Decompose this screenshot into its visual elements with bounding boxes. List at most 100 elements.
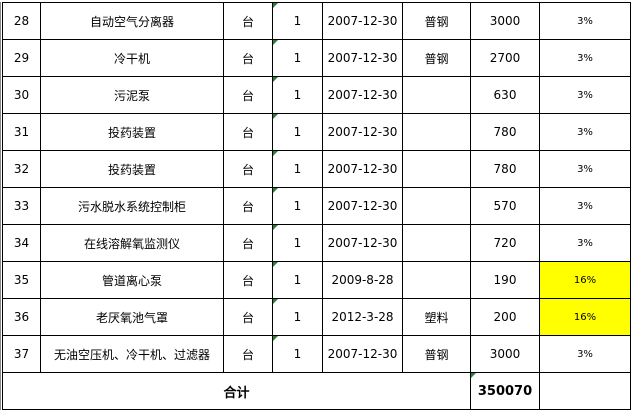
quantity-cell[interactable]: 1 <box>272 113 323 151</box>
rate-cell[interactable]: 3% <box>539 224 631 262</box>
sheet-left-edge <box>0 0 1 410</box>
item-name-cell[interactable]: 无油空压机、冷干机、过滤器 <box>40 335 224 373</box>
total-value[interactable]: 350070 <box>470 372 540 410</box>
value-cell[interactable]: 720 <box>470 224 540 262</box>
item-name-cell[interactable]: 老厌氧池气罩 <box>40 298 224 336</box>
item-name-cell[interactable]: 污水脱水系统控制柜 <box>40 187 224 225</box>
row-number-cell[interactable]: 29 <box>2 39 41 77</box>
comment-indicator-icon <box>471 373 476 378</box>
material-cell[interactable] <box>402 113 471 151</box>
unit-cell[interactable]: 台 <box>223 39 273 77</box>
date-cell[interactable]: 2009-8-28 <box>322 261 403 299</box>
material-cell[interactable]: 塑料 <box>402 298 471 336</box>
quantity-cell[interactable]: 1 <box>272 261 323 299</box>
unit-cell[interactable]: 台 <box>223 150 273 188</box>
material-cell[interactable] <box>402 76 471 114</box>
rate-cell[interactable]: 3% <box>539 150 631 188</box>
value-cell[interactable]: 780 <box>470 113 540 151</box>
item-name-cell[interactable]: 在线溶解氧监测仪 <box>40 224 224 262</box>
rate-cell[interactable]: 3% <box>539 2 631 40</box>
quantity-cell[interactable]: 1 <box>272 335 323 373</box>
rate-cell[interactable]: 3% <box>539 113 631 151</box>
item-name-cell[interactable]: 管道离心泵 <box>40 261 224 299</box>
table-row: 37 无油空压机、冷干机、过滤器台 1 2007-12-30 普钢 3000 3% <box>2 335 631 373</box>
unit-cell[interactable]: 台 <box>223 187 273 225</box>
unit-cell[interactable]: 台 <box>223 76 273 114</box>
row-number-cell[interactable]: 30 <box>2 76 41 114</box>
row-number-cell[interactable]: 33 <box>2 187 41 225</box>
comment-indicator-icon <box>273 151 278 156</box>
rate-cell[interactable]: 3% <box>539 335 631 373</box>
material-cell[interactable] <box>402 187 471 225</box>
date-cell[interactable]: 2007-12-30 <box>322 113 403 151</box>
total-rate-cell[interactable] <box>539 372 631 410</box>
unit-cell[interactable]: 台 <box>223 113 273 151</box>
material-cell[interactable]: 普钢 <box>402 2 471 40</box>
comment-indicator-icon <box>273 77 278 82</box>
quantity-cell[interactable]: 1 <box>272 187 323 225</box>
item-name-cell[interactable]: 自动空气分离器 <box>40 2 224 40</box>
date-cell[interactable]: 2007-12-30 <box>322 224 403 262</box>
table-row: 35 管道离心泵台 1 2009-8-28 190 16% <box>2 261 631 299</box>
material-cell[interactable]: 普钢 <box>402 335 471 373</box>
value-cell[interactable]: 200 <box>470 298 540 336</box>
material-cell[interactable]: 普钢 <box>402 39 471 77</box>
quantity-cell[interactable]: 1 <box>272 39 323 77</box>
value-cell[interactable]: 630 <box>470 76 540 114</box>
row-number-cell[interactable]: 32 <box>2 150 41 188</box>
row-number-cell[interactable]: 34 <box>2 224 41 262</box>
value-cell[interactable]: 780 <box>470 150 540 188</box>
total-row: 合计 350070 <box>2 372 631 410</box>
date-cell[interactable]: 2007-12-30 <box>322 39 403 77</box>
rate-cell[interactable]: 16% <box>539 298 631 336</box>
total-label[interactable]: 合计 <box>2 372 471 410</box>
unit-cell[interactable]: 台 <box>223 298 273 336</box>
table-row: 33 污水脱水系统控制柜台 1 2007-12-30 570 3% <box>2 187 631 225</box>
item-name-cell[interactable]: 污泥泵 <box>40 76 224 114</box>
table-row: 29 冷干机台 1 2007-12-30 普钢 2700 3% <box>2 39 631 77</box>
quantity-cell[interactable]: 1 <box>272 298 323 336</box>
material-cell[interactable] <box>402 261 471 299</box>
quantity-cell[interactable]: 1 <box>272 224 323 262</box>
item-name-cell[interactable]: 冷干机 <box>40 39 224 77</box>
value-cell[interactable]: 3000 <box>470 335 540 373</box>
date-cell[interactable]: 2007-12-30 <box>322 335 403 373</box>
row-number-cell[interactable]: 35 <box>2 261 41 299</box>
quantity-cell[interactable]: 1 <box>272 2 323 40</box>
quantity-cell[interactable]: 1 <box>272 150 323 188</box>
table-row: 28 自动空气分离器台 1 2007-12-30 普钢 3000 3% <box>2 2 631 40</box>
rate-cell[interactable]: 3% <box>539 39 631 77</box>
row-number-cell[interactable]: 28 <box>2 2 41 40</box>
table-row: 36 老厌氧池气罩台 1 2012-3-28 塑料 200 16% <box>2 298 631 336</box>
unit-cell[interactable]: 台 <box>223 335 273 373</box>
unit-cell[interactable]: 台 <box>223 2 273 40</box>
date-cell[interactable]: 2007-12-30 <box>322 2 403 40</box>
comment-indicator-icon <box>273 225 278 230</box>
value-cell[interactable]: 570 <box>470 187 540 225</box>
date-cell[interactable]: 2007-12-30 <box>322 150 403 188</box>
comment-indicator-icon <box>273 114 278 119</box>
date-cell[interactable]: 2012-3-28 <box>322 298 403 336</box>
item-name-cell[interactable]: 投药装置 <box>40 113 224 151</box>
rate-cell[interactable]: 3% <box>539 187 631 225</box>
rate-cell[interactable]: 3% <box>539 76 631 114</box>
comment-indicator-icon <box>273 336 278 341</box>
unit-cell[interactable]: 台 <box>223 261 273 299</box>
table-row: 32 投药装置台 1 2007-12-30 780 3% <box>2 150 631 188</box>
material-cell[interactable] <box>402 150 471 188</box>
row-number-cell[interactable]: 36 <box>2 298 41 336</box>
date-cell[interactable]: 2007-12-30 <box>322 76 403 114</box>
value-cell[interactable]: 3000 <box>470 2 540 40</box>
table-row: 34 在线溶解氧监测仪台 1 2007-12-30 720 3% <box>2 224 631 262</box>
quantity-cell[interactable]: 1 <box>272 76 323 114</box>
row-number-cell[interactable]: 31 <box>2 113 41 151</box>
item-name-cell[interactable]: 投药装置 <box>40 150 224 188</box>
row-number-cell[interactable]: 37 <box>2 335 41 373</box>
value-cell[interactable]: 190 <box>470 261 540 299</box>
rate-cell[interactable]: 16% <box>539 261 631 299</box>
date-cell[interactable]: 2007-12-30 <box>322 187 403 225</box>
value-cell[interactable]: 2700 <box>470 39 540 77</box>
unit-cell[interactable]: 台 <box>223 224 273 262</box>
material-cell[interactable] <box>402 224 471 262</box>
